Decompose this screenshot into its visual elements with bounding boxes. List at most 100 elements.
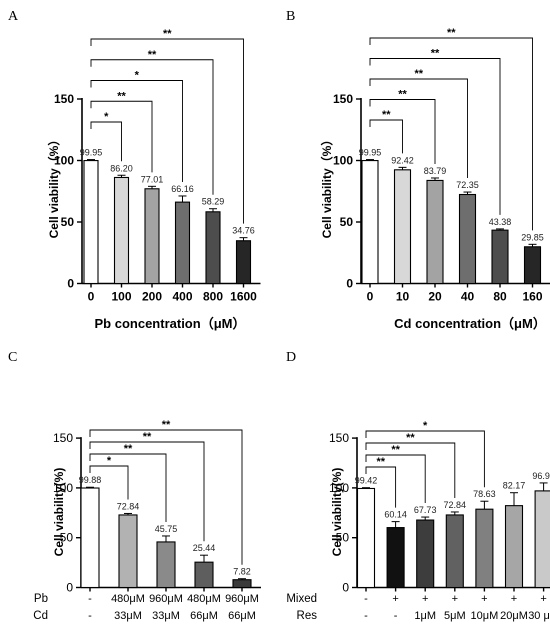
panel-b-y-tick-label: 0 xyxy=(346,277,353,291)
panel-d-value-label: 78.63 xyxy=(473,489,496,499)
panel-c-value-label: 25.44 xyxy=(193,543,216,553)
panel-a-y-tick-label: 100 xyxy=(54,154,74,168)
panel-a-x-tick-label: 800 xyxy=(203,290,223,304)
panel-d-bar xyxy=(504,505,524,589)
panel-b-y-tick-label: 100 xyxy=(333,154,353,168)
panel-a-value-label: 58.29 xyxy=(202,197,225,207)
panel-a-value-label: 77.01 xyxy=(141,174,164,184)
panel-d-significance-bracket xyxy=(365,430,485,488)
panel-d-value-label: 67.73 xyxy=(414,505,437,515)
panel-a-y-tick-label: 150 xyxy=(54,92,74,106)
panel-b-bar xyxy=(426,179,444,285)
panel-c-bar xyxy=(80,487,100,589)
panel-b-significance-bracket xyxy=(369,99,436,164)
panel-c-bar xyxy=(232,579,252,589)
panel-c-y-axis-title: Cell viability(%) xyxy=(52,468,66,557)
panel-c-group-label: 480μM xyxy=(187,593,221,605)
panel-a-x-tick-label: 0 xyxy=(88,290,95,304)
panel-c-significance-label: * xyxy=(107,455,112,467)
panel-a-significance-label: ** xyxy=(148,49,157,61)
panel-d-bar xyxy=(386,527,405,589)
panel-c-significance-bracket xyxy=(89,453,167,522)
panel-a-significance-label: * xyxy=(104,111,109,123)
panel-c-bar xyxy=(118,514,138,589)
panel-a-bar xyxy=(144,188,160,285)
panel-d-group-label: 10μM xyxy=(471,610,499,622)
panel-c-group-label: 480μM xyxy=(111,593,145,605)
panel-d-group-label: + xyxy=(392,593,398,605)
panel-d-group-label: - xyxy=(364,593,368,605)
panel-a-value-label: 86.20 xyxy=(110,163,133,173)
panel-d-bar xyxy=(445,514,464,589)
panel-d-group-label: - xyxy=(364,610,368,622)
panel-d-value-label: 96.99 xyxy=(532,471,550,481)
panel-d-y-tick-label: 100 xyxy=(329,481,349,495)
panel-b-bar xyxy=(458,193,477,285)
panel-b-letter: B xyxy=(286,9,295,24)
panel-c-value-label: 7.82 xyxy=(233,567,251,577)
panel-c-group-label: 66μM xyxy=(228,610,256,622)
panel-d-significance-bracket xyxy=(365,442,456,498)
panel-a-x-axis-title: Pb concentration（μM） xyxy=(95,316,246,331)
panel-b-y-tick-label: 50 xyxy=(340,215,354,229)
panel-d-group-label: 30 μM xyxy=(528,610,550,622)
panel-d-letter: D xyxy=(286,350,296,365)
panel-b-x-tick-label: 40 xyxy=(461,290,475,304)
panel-c-significance-bracket xyxy=(89,429,243,565)
panel-d-row-label: Mixed xyxy=(286,593,317,605)
panel-a-bar xyxy=(83,160,99,285)
panel-a-y-tick-label: 50 xyxy=(61,215,75,229)
panel-a-y-tick-label: 0 xyxy=(67,277,74,291)
panel-b-x-tick-label: 80 xyxy=(493,290,507,304)
panel-c-significance-bracket xyxy=(89,465,129,500)
panel-c-group-label: 960μM xyxy=(225,593,259,605)
panel-d-significance-label: ** xyxy=(391,444,400,456)
panel-d-significance-label: ** xyxy=(377,456,386,468)
panel-d-group-label: 5μM xyxy=(444,610,466,622)
panel-c-group-label: 33μM xyxy=(152,610,180,622)
panel-a-y-axis-title: Cell viability（%） xyxy=(46,134,61,239)
panel-b-bar xyxy=(361,160,379,285)
panel-b-value-label: 92.42 xyxy=(391,155,414,165)
panel-a-bar xyxy=(113,176,130,285)
panel-c-group-label: 66μM xyxy=(190,610,218,622)
panel-b-value-label: 99.95 xyxy=(359,148,382,158)
panel-d-group-label: + xyxy=(481,593,487,605)
panel-c-y-tick-label: 100 xyxy=(53,481,73,495)
panel-c-significance-label: ** xyxy=(162,419,171,431)
panel-c-row-label: Cd xyxy=(33,610,48,622)
panel-b-significance-bracket xyxy=(369,58,501,215)
panel-c-value-label: 72.84 xyxy=(117,501,140,511)
panel-d-significance-bracket xyxy=(365,454,426,504)
panel-b-y-axis-title: Cell viability（%） xyxy=(319,134,334,239)
panel-c-significance-bracket xyxy=(89,441,205,542)
panel-d-value-label: 99.42 xyxy=(355,476,378,486)
panel-b-value-label: 43.38 xyxy=(489,217,512,227)
panel-b-value-label: 83.79 xyxy=(424,166,447,176)
panel-b-value-label: 72.35 xyxy=(456,180,479,190)
panel-c-bar xyxy=(156,541,176,589)
panel-a-bar xyxy=(174,201,191,285)
panel-d-group-label: - xyxy=(394,610,398,622)
panel-c-group-label: - xyxy=(88,610,92,622)
panel-b-significance-label: ** xyxy=(382,109,391,121)
panel-d-bar xyxy=(356,487,376,589)
panel-a-significance-bracket xyxy=(90,59,214,195)
panel-a-significance-bracket xyxy=(90,38,244,224)
panel-d-value-label: 82.17 xyxy=(503,481,526,491)
panel-d-bar xyxy=(416,519,435,589)
panel-b-bar xyxy=(393,169,412,285)
panel-c-row-label: Pb xyxy=(34,593,48,605)
panel-a-value-label: 99.95 xyxy=(80,148,103,158)
panel-a-significance-label: * xyxy=(135,70,140,82)
panel-d-value-label: 72.84 xyxy=(444,500,467,510)
panel-d-group-label: + xyxy=(511,593,517,605)
panel-b-significance-bracket xyxy=(369,37,533,231)
panel-c-value-label: 99.88 xyxy=(79,475,102,485)
panel-a-x-tick-label: 400 xyxy=(172,290,192,304)
panel-d-bar xyxy=(534,490,550,589)
panel-c-y-tick-label: 150 xyxy=(53,431,73,445)
panel-a-x-tick-label: 1600 xyxy=(230,290,257,304)
panel-a-value-label: 34.76 xyxy=(232,226,255,236)
